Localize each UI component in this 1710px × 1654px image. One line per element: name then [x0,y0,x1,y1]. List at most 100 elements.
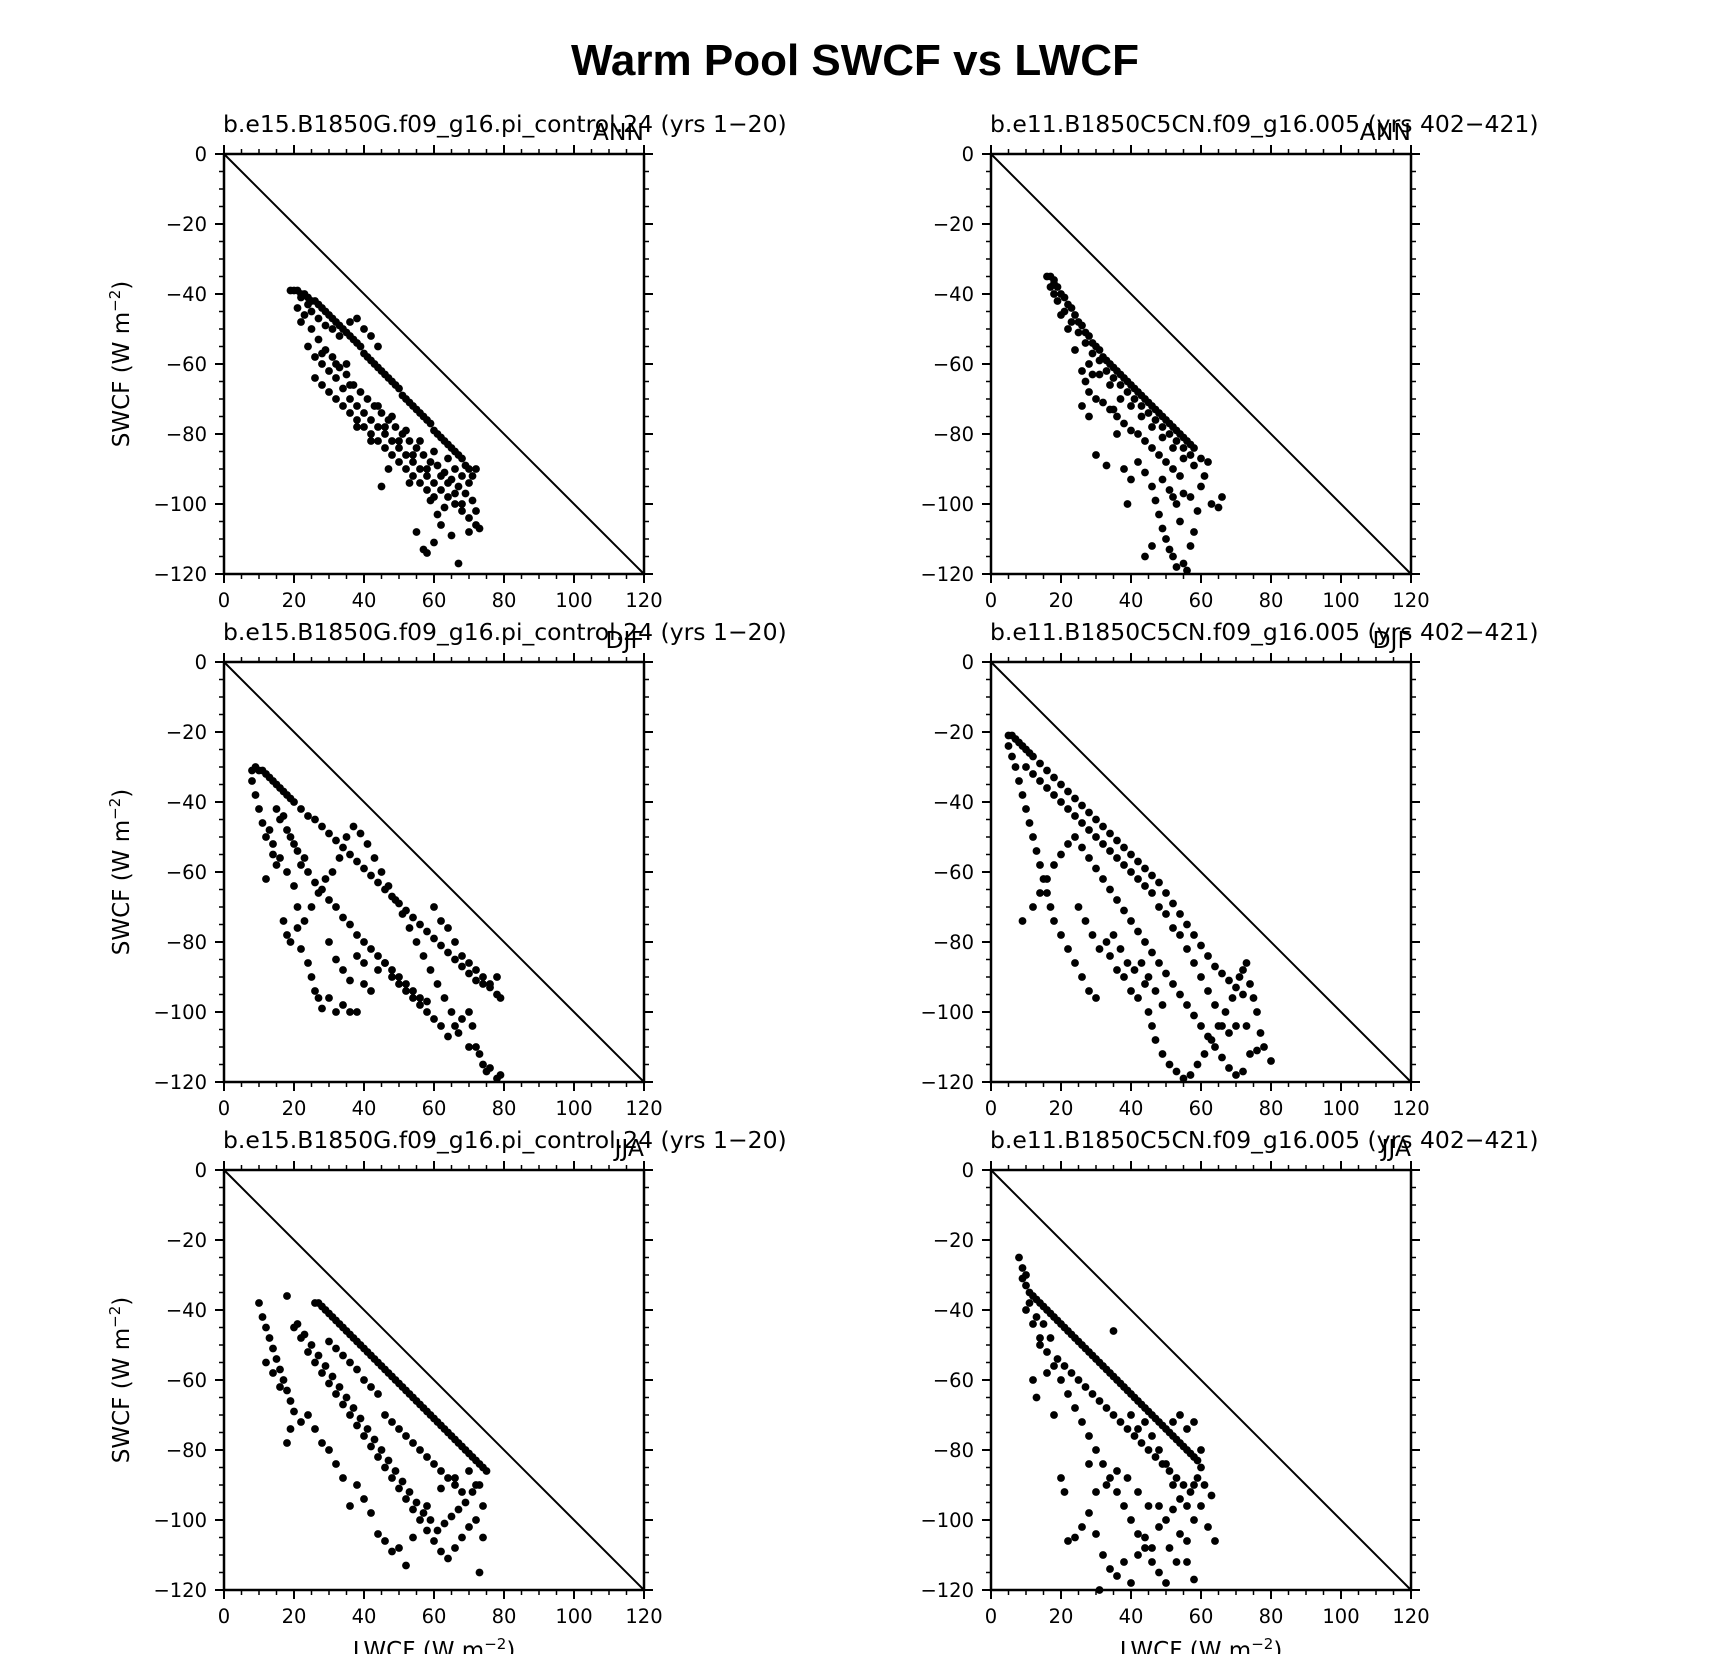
scatter-point [353,1481,361,1489]
scatter-point [293,304,302,312]
scatter-point [447,1512,456,1521]
scatter-point [1225,976,1233,985]
scatter-point [461,489,470,498]
scatter-panel: b.e11.B1850C5CN.f09_g16.005 (yrs 402−421… [920,618,1538,1120]
scatter-point [1092,994,1100,1002]
scatter-point [1092,833,1100,841]
scatter-point [374,342,382,351]
scatter-point [1109,1327,1118,1335]
y-tick-label: −20 [933,1229,974,1252]
scatter-point [1176,931,1184,939]
scatter-point [297,945,305,953]
scatter-point [1071,794,1079,803]
scatter-point [465,528,473,536]
scatter-point [1137,412,1146,421]
scatter-point [314,335,323,344]
scatter-point [482,1467,491,1475]
scatter-point [419,952,428,960]
scatter-point [1197,1463,1205,1472]
scatter-point [1239,966,1247,974]
x-tick-label: 20 [1049,1605,1074,1628]
x-tick-label: 120 [625,1605,662,1628]
scatter-point [1148,1558,1156,1566]
scatter-point [1106,381,1114,389]
scatter-point [465,1467,473,1475]
scatter-point [293,903,302,911]
scatter-point [1123,1425,1132,1433]
scatter-point [1253,1046,1261,1055]
scatter-point [391,423,400,431]
scatter-point [416,1446,424,1454]
scatter-point [1043,784,1051,792]
panel-season-label: DJF [605,626,644,654]
scatter-point [1029,770,1037,778]
panel-season-label: ANN [1360,118,1411,146]
scatter-point [258,819,267,827]
x-tick-label: 100 [555,1097,592,1120]
x-tick-label: 40 [352,1605,377,1628]
scatter-point [381,1463,389,1472]
scatter-point [1092,1446,1100,1454]
scatter-point [1106,885,1114,894]
x-tick-label: 60 [1189,589,1214,612]
scatter-point [1235,973,1244,981]
scatter-point [1183,920,1191,929]
x-tick-label: 40 [352,589,377,612]
x-tick-label: 20 [282,1605,307,1628]
scatter-point [1088,1390,1097,1398]
scatter-point [1155,959,1163,967]
scatter-point [1242,1022,1251,1030]
scatter-point [1071,1533,1079,1542]
scatter-point [1120,465,1128,473]
scatter-point [1043,1369,1051,1377]
scatter-point [1179,1481,1188,1489]
y-tick-label: −40 [166,283,207,306]
scatter-point [325,829,333,838]
scatter-point [342,833,351,841]
scatter-point [388,451,396,459]
scatter-points [1043,272,1226,575]
scatter-point [1221,1008,1230,1016]
scatter-point [1148,948,1156,957]
scatter-point [398,1477,407,1486]
scatter-point [1102,1481,1111,1489]
scatter-point [1123,500,1132,508]
scatter-point [1190,1418,1198,1426]
scatter-point [1190,931,1198,939]
scatter-point [1183,945,1191,953]
scatter-point [409,913,417,922]
scatter-point [1120,1558,1128,1566]
scatter-point [1071,812,1079,820]
scatter-point [1155,510,1163,519]
scatter-point [1092,451,1100,459]
scatter-point [272,861,281,869]
scatter-point [360,959,368,967]
scatter-point [1039,1320,1048,1328]
scatter-point [356,829,365,838]
scatter-point [1127,475,1135,484]
scatter-point [311,374,319,382]
scatter-point [367,332,375,340]
scatter-point [1186,451,1195,459]
scatter-point [479,1502,487,1510]
scatter-point [1179,559,1188,568]
scatter-point [1050,861,1058,869]
scatter-point [1099,822,1107,831]
scatter-point [1207,1036,1216,1044]
scatter-point [1169,493,1177,501]
scatter-point [1015,1253,1023,1262]
scatter-point [465,514,473,522]
scatter-point [1120,1502,1128,1510]
scatter-point [444,493,452,501]
x-tick-label: 80 [492,1097,517,1120]
scatter-point [1218,1022,1226,1030]
scatter-point [1134,430,1142,438]
scatter-point [437,521,445,529]
scatter-point [402,1495,410,1503]
scatter-point [402,987,410,995]
scatter-point [353,402,361,410]
scatter-point [360,423,368,431]
scatter-point [1137,1439,1146,1447]
scatter-point [454,559,463,568]
scatter-point [405,1488,414,1496]
